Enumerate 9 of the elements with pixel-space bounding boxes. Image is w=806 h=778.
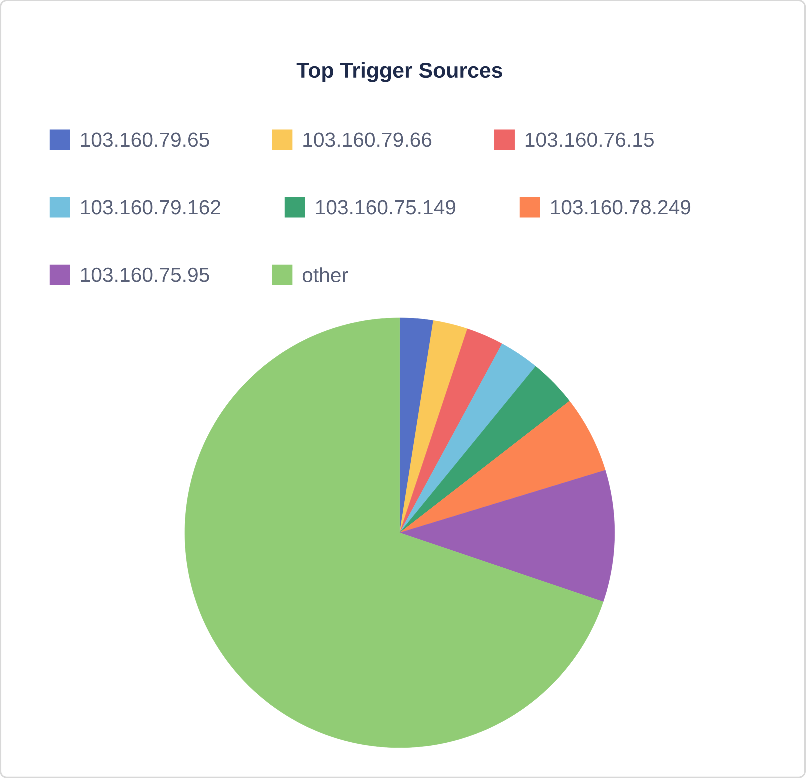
legend-label: 103.160.78.249 xyxy=(551,200,691,215)
legend-label: 103.160.79.65 xyxy=(81,132,210,147)
legend-label: other xyxy=(302,267,348,282)
chart-title: Top Trigger Sources xyxy=(296,62,502,82)
legend-label: 103.160.75.149 xyxy=(316,200,456,215)
legend-label: 103.160.79.66 xyxy=(304,132,432,147)
legend-label: 103.160.76.15 xyxy=(526,132,654,147)
legend-label: 103.160.79.162 xyxy=(81,200,220,215)
legend-label: 103.160.75.95 xyxy=(81,268,210,282)
